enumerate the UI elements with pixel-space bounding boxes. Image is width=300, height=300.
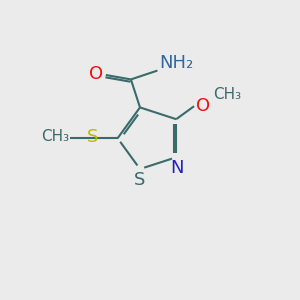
Text: O: O — [89, 65, 103, 83]
Text: O: O — [196, 97, 210, 115]
Text: S: S — [134, 171, 146, 189]
Text: NH₂: NH₂ — [159, 54, 193, 72]
Text: CH₃: CH₃ — [213, 88, 241, 103]
Text: N: N — [170, 159, 184, 177]
Text: S: S — [87, 128, 98, 146]
Text: CH₃: CH₃ — [41, 129, 69, 144]
